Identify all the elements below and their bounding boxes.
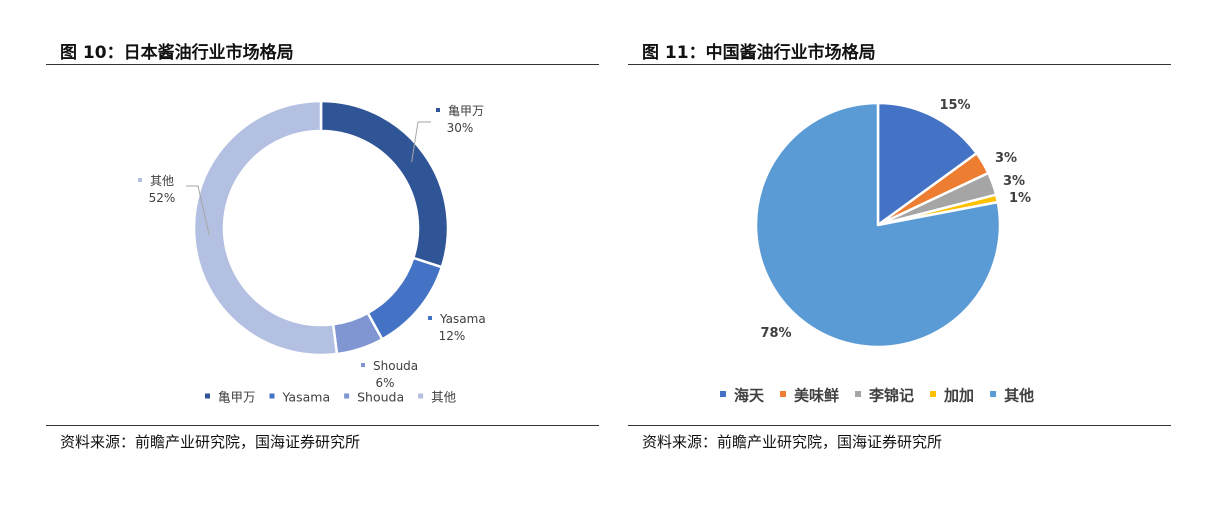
pie-slice-3 <box>192 99 339 357</box>
source-note: 资料来源：前瞻产业研究院，国海证券研究所 <box>60 433 361 451</box>
data-label-value: 30% <box>447 121 474 135</box>
legend-label: 其他 <box>1004 386 1034 404</box>
data-label-swatch <box>428 316 432 320</box>
data-label-value: 1% <box>1009 191 1031 206</box>
data-label: Yasama 12% <box>428 312 486 343</box>
chart-legend: 亀甲万 Yasama Shouda 其他 <box>205 390 457 405</box>
pie-slice-1 <box>366 256 444 341</box>
data-label-swatch <box>436 108 440 112</box>
title-rule <box>628 64 1171 65</box>
figure-title: 图 10：日本酱油行业市场格局 <box>60 43 294 63</box>
figure-title: 图 11：中国酱油行业市场格局 <box>642 43 876 63</box>
legend-label: 其他 <box>431 390 457 405</box>
source-rule <box>46 425 599 426</box>
legend-swatch <box>720 391 726 397</box>
data-label-value: 3% <box>995 151 1017 166</box>
figure-11-panel: 图 11：中国酱油行业市场格局 15% 3% 3% 1% 78% 海天 美味鲜 李锦记 加加 其他… <box>628 0 1171 514</box>
leader-line <box>186 185 210 236</box>
chart-legend: 海天 美味鲜 李锦记 加加 其他 <box>720 386 1034 404</box>
pie-chart: 15% 3% 3% 1% 78% 海天 美味鲜 李锦记 加加 其他 <box>720 98 1034 404</box>
data-label: 亀甲万 30% <box>436 104 484 135</box>
legend-swatch <box>269 393 275 399</box>
data-label: Shouda 6% <box>361 359 418 390</box>
pie-slice-4 <box>754 101 1002 349</box>
data-label-category: Yasama <box>439 312 486 326</box>
legend-swatch <box>990 391 997 397</box>
legend-label: 海天 <box>734 386 765 404</box>
legend-swatch <box>855 391 862 397</box>
leader-line <box>411 121 431 163</box>
title-rule <box>46 64 599 65</box>
data-label-value: 78% <box>760 326 791 341</box>
figure-10-panel: 图 10：日本酱油行业市场格局 亀甲万 30% Yasama 12% Shouda 6% 其… <box>46 0 599 514</box>
data-label-category: 亀甲万 <box>448 104 484 118</box>
data-label-swatch <box>361 363 365 367</box>
data-label-category: 其他 <box>150 174 174 188</box>
legend-swatch <box>344 393 350 399</box>
data-label-swatch <box>138 178 142 182</box>
legend-label: 加加 <box>943 386 974 404</box>
legend-swatch <box>780 391 787 397</box>
legend-swatch <box>930 391 937 397</box>
data-label: 其他 52% <box>138 174 175 205</box>
legend-label: 亀甲万 <box>218 390 256 405</box>
legend-label: 美味鲜 <box>794 386 839 404</box>
pie-slice-0 <box>876 101 978 227</box>
legend-label: Shouda <box>357 390 404 405</box>
source-rule <box>628 425 1171 426</box>
data-label-value: 6% <box>375 376 394 390</box>
pie-slice-0 <box>319 99 450 269</box>
data-label-value: 3% <box>1003 174 1025 189</box>
legend-swatch <box>205 393 210 399</box>
data-label-category: Shouda <box>373 359 418 373</box>
source-note: 资料来源：前瞻产业研究院，国海证券研究所 <box>642 433 943 451</box>
data-label-value: 52% <box>149 191 176 205</box>
data-label-value: 12% <box>439 329 466 343</box>
legend-label: 李锦记 <box>868 386 914 404</box>
legend-swatch <box>418 393 424 399</box>
legend-label: Yasama <box>282 390 331 405</box>
data-label-value: 15% <box>939 98 970 113</box>
